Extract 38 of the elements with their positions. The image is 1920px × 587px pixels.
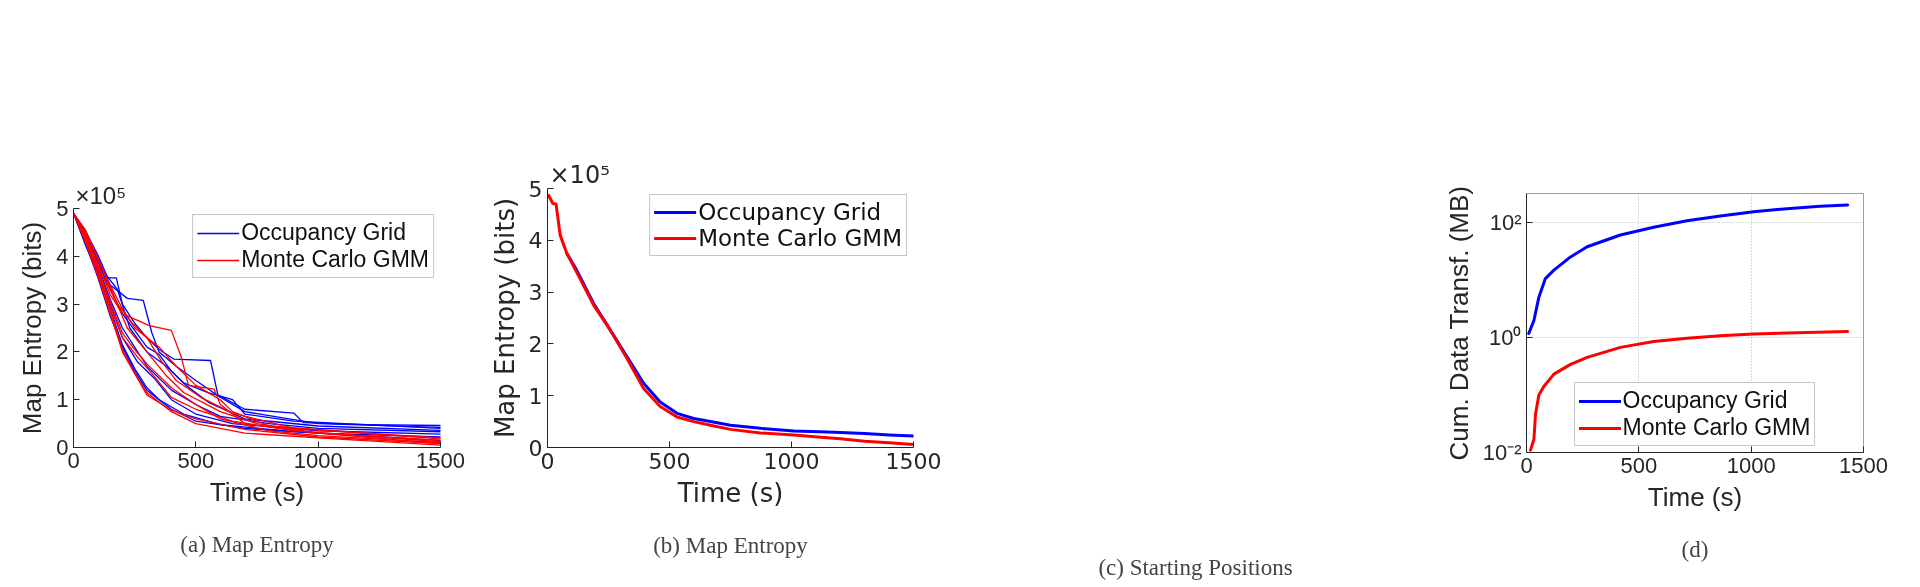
y-axis-title: Map Entropy (bits): [489, 197, 520, 439]
y-tick-label: 2: [56, 339, 69, 365]
y-tick-label: 5: [56, 196, 69, 221]
y-tick-label: 10⁻²: [1482, 440, 1522, 465]
text: ×10⁵: [75, 181, 127, 209]
legend-label: Monte Carlo GMM: [698, 225, 902, 251]
x-tick-label: 500: [177, 447, 215, 473]
x-tick-label: 1500: [416, 447, 465, 473]
y-tick-label: 10²: [1489, 209, 1522, 235]
y-tick-label: 1: [56, 387, 69, 413]
x-tick-label: 1000: [293, 447, 343, 473]
x-tick-label: 1500: [1839, 452, 1888, 478]
text: (d): [1681, 536, 1709, 562]
x-axis-title: Time (s): [676, 477, 784, 508]
x-axis-title: Time (s): [1647, 481, 1743, 512]
y-tick-label: 4: [56, 243, 69, 269]
x-tick-label: 1000: [1726, 452, 1776, 478]
y-tick-label: 4: [528, 228, 543, 254]
x-axis-title: Time (s): [209, 476, 305, 507]
y-axis-title: Map Entropy (bits): [17, 221, 48, 435]
x-tick-label: 1000: [763, 448, 820, 474]
text: (b) Map Entropy: [653, 532, 809, 558]
x-tick-label: 1500: [885, 448, 942, 474]
legend-label: Occupancy Grid: [698, 199, 882, 225]
y-tick-label: 5: [528, 176, 543, 202]
y-tick-label: 3: [528, 280, 543, 306]
legend-label: Monte Carlo GMM: [1622, 414, 1811, 441]
text: (c) Starting Positions: [1098, 554, 1293, 580]
legend-label: Occupancy Grid: [1622, 387, 1788, 414]
text: ×10⁵: [549, 160, 610, 189]
text: (a) Map Entropy: [180, 531, 335, 557]
y-axis-title: Cum. Data Transf. (MB): [1443, 185, 1474, 461]
x-tick-label: 500: [648, 448, 691, 474]
y-tick-label: 10⁰: [1489, 324, 1522, 350]
x-tick-label: 500: [1620, 452, 1658, 478]
y-tick-label: 2: [528, 331, 543, 357]
y-tick-label: 3: [56, 291, 69, 317]
y-tick-label: 1: [528, 383, 543, 409]
